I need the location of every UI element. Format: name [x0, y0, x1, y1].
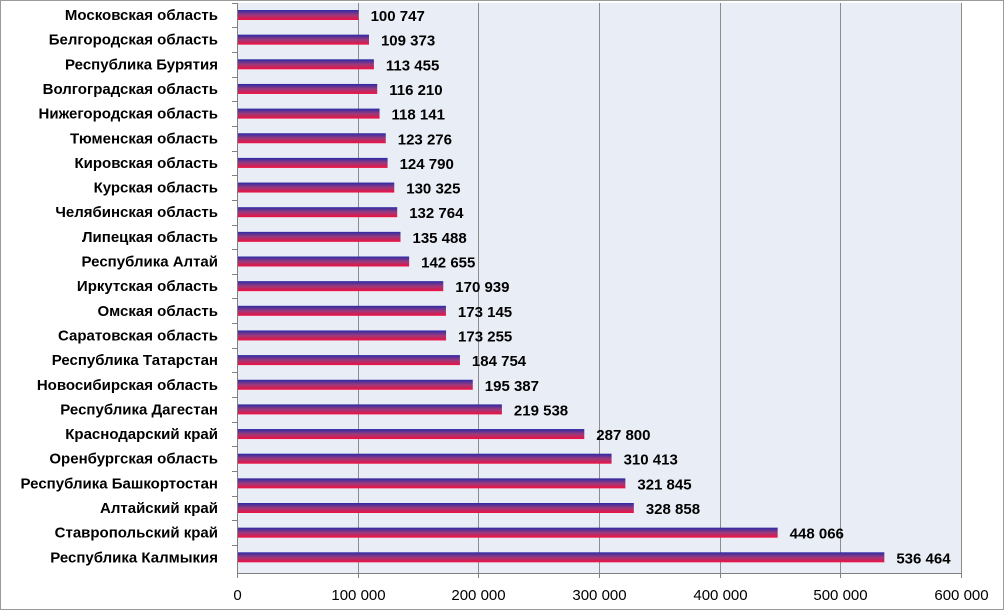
bar [238, 59, 374, 70]
data-label: 113 455 [386, 57, 439, 74]
category-label: Нижегородская область [39, 106, 218, 123]
bar [238, 429, 585, 440]
data-label: 310 413 [624, 452, 678, 469]
x-tick-label: 200 000 [451, 587, 505, 604]
category-label: Республика Калмыкия [50, 549, 218, 566]
bar [238, 256, 410, 267]
data-label: 118 141 [392, 107, 445, 124]
category-label: Новосибирская область [37, 377, 218, 394]
bar [238, 207, 398, 218]
data-label: 328 858 [646, 501, 700, 518]
bar [238, 379, 473, 390]
category-label: Республика Татарстан [52, 352, 218, 369]
category-label: Оренбургская область [49, 451, 218, 468]
data-label: 109 373 [381, 33, 435, 50]
category-label: Липецкая область [82, 229, 218, 246]
data-label: 132 764 [409, 205, 464, 222]
category-label: Республика Дагестан [60, 401, 218, 418]
x-tick-label: 0 [233, 587, 241, 604]
data-label: 116 210 [389, 82, 442, 99]
bar [238, 231, 401, 242]
category-label: Иркутская область [77, 278, 218, 295]
data-label: 124 790 [400, 156, 454, 173]
data-label: 287 800 [596, 427, 650, 444]
category-label: Волгоградская область [43, 81, 218, 98]
category-label: Московская область [65, 7, 218, 24]
x-tick-label: 100 000 [331, 587, 385, 604]
x-tick-label: 300 000 [572, 587, 626, 604]
data-label: 173 145 [458, 304, 512, 321]
x-tick-label: 400 000 [693, 587, 747, 604]
category-label: Курская область [94, 180, 218, 197]
bar [238, 83, 378, 94]
bar [238, 527, 778, 538]
bar [238, 503, 634, 513]
bar [238, 478, 626, 489]
x-tick-label: 500 000 [813, 587, 867, 604]
data-label: 536 464 [896, 550, 951, 567]
category-label: Кировская область [75, 155, 219, 172]
bar [238, 281, 444, 292]
category-label: Ставропольский край [55, 525, 218, 542]
category-label: Республика Бурятия [65, 56, 218, 73]
bar [238, 404, 502, 415]
category-label: Республика Алтай [82, 254, 218, 271]
data-label: 219 538 [514, 402, 568, 419]
category-label: Краснодарский край [65, 426, 218, 443]
bar [238, 355, 460, 366]
category-label: Белгородская область [49, 32, 218, 49]
data-label: 142 655 [421, 255, 475, 272]
category-label: Челябинская область [55, 204, 218, 221]
category-label: Республика Башкортостан [21, 475, 218, 492]
bar [238, 10, 359, 20]
bar [238, 552, 885, 563]
bar [238, 453, 612, 464]
category-label: Тюменская область [70, 130, 218, 147]
data-label: 173 255 [458, 328, 512, 345]
category-label: Саратовская область [58, 327, 218, 344]
bar [238, 108, 380, 119]
bar [238, 330, 447, 341]
category-label: Алтайский край [100, 500, 218, 517]
bar [238, 34, 369, 45]
x-tick-label: 600 000 [934, 587, 988, 604]
data-label: 184 754 [472, 353, 527, 370]
data-label: 100 747 [371, 8, 425, 25]
data-label: 123 276 [398, 131, 452, 148]
data-label: 321 845 [637, 476, 691, 493]
bar [238, 157, 388, 168]
data-label: 195 387 [485, 378, 539, 395]
data-label: 135 488 [412, 230, 466, 247]
data-label: 170 939 [455, 279, 509, 296]
bar [238, 182, 395, 193]
bar [238, 133, 386, 144]
data-label: 448 066 [790, 526, 844, 543]
data-label: 130 325 [406, 181, 460, 198]
category-label: Омская область [97, 303, 218, 320]
bar [238, 305, 446, 316]
